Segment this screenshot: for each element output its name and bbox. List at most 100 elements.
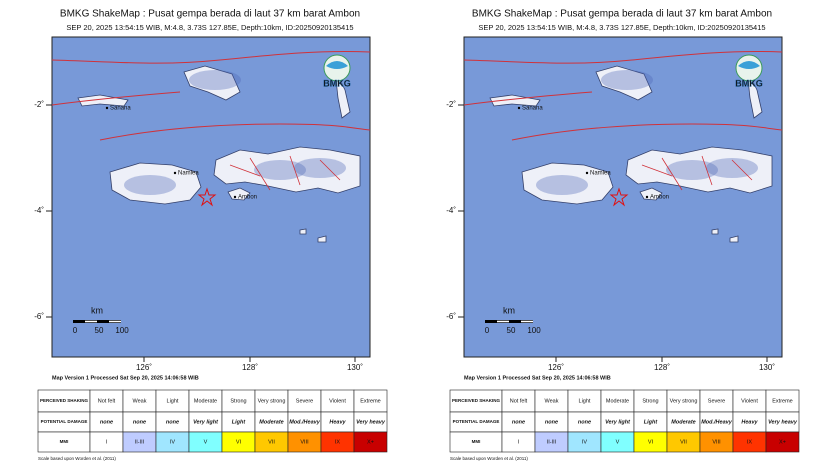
terrain	[124, 175, 176, 195]
legend-text: V	[204, 439, 208, 445]
legend-text: X+	[367, 439, 374, 445]
lon-label: 128˚	[654, 363, 670, 372]
logo-leaf	[738, 61, 760, 69]
legend-text: Moderate	[194, 398, 217, 404]
epicenter-star	[609, 187, 629, 207]
island	[489, 94, 541, 107]
scale-bar-seg	[109, 320, 121, 323]
lon-label: 130˚	[759, 363, 775, 372]
fault-line	[641, 155, 753, 191]
legend-text: I	[518, 439, 520, 445]
legend-text: Violent	[741, 398, 758, 404]
logo-leaf	[326, 61, 348, 69]
scale-unit: km	[91, 305, 103, 315]
legend-text: Heavy	[329, 419, 346, 425]
legend-text: Very light	[605, 419, 631, 425]
scale-tick: 0	[485, 326, 490, 335]
fault-line	[463, 50, 783, 64]
terrain	[294, 158, 346, 178]
island	[746, 69, 763, 119]
fault-line	[229, 155, 341, 191]
legend-text: MMI	[60, 439, 69, 444]
legend-text: VII	[680, 439, 687, 445]
legend-text: Severe	[708, 398, 725, 404]
legend-text: Violent	[329, 398, 346, 404]
legend-text: Light	[579, 398, 591, 404]
legend-text: Light	[167, 398, 179, 404]
place-dot	[105, 106, 109, 110]
legend-text: Strong	[642, 398, 658, 404]
legend-text: V	[616, 439, 620, 445]
island	[711, 228, 719, 235]
lat-label: -2˚	[34, 100, 44, 109]
legend-text: Weak	[133, 398, 147, 404]
island	[109, 162, 202, 205]
legend-text: Heavy	[741, 419, 758, 425]
scale-bar-seg	[497, 320, 509, 323]
lat-label: -6˚	[34, 312, 44, 321]
legend-text: Extreme	[360, 398, 380, 404]
legend-text: IV	[582, 439, 588, 445]
fault-line	[51, 50, 371, 64]
legend-text: Light	[232, 419, 247, 425]
legend-text: Mod./Heavy	[701, 419, 733, 425]
place-label: Namlea	[178, 171, 199, 177]
legend-text: Extreme	[772, 398, 792, 404]
legend-text: II-III	[547, 439, 557, 445]
shakemap-panel: BMKG ShakeMap : Pusat gempa berada di la…	[34, 9, 388, 461]
island	[183, 65, 241, 101]
legend-text: VI	[236, 439, 242, 445]
version-text: Map Version 1 Processed Sat Sep 20, 2025…	[464, 375, 611, 381]
place-label: Ambon	[650, 195, 669, 201]
island	[521, 162, 614, 205]
legend-text: I	[106, 439, 108, 445]
lon-label: 126˚	[548, 363, 564, 372]
place-dot	[645, 195, 649, 199]
legend-text: Strong	[230, 398, 246, 404]
lat-label: -2˚	[446, 100, 456, 109]
legend-text: VIII	[712, 439, 721, 445]
legend-text: Not felt	[510, 398, 528, 404]
map-title: BMKG ShakeMap : Pusat gempa berada di la…	[60, 9, 360, 20]
scale-tick: 100	[527, 326, 541, 335]
legend-text: Very strong	[258, 398, 286, 404]
legend-text: none	[166, 419, 179, 425]
island	[77, 94, 129, 107]
lon-label: 128˚	[242, 363, 258, 372]
place-label: Sanana	[110, 106, 131, 112]
lat-label: -4˚	[34, 206, 44, 215]
lat-label: -6˚	[446, 312, 456, 321]
footnote: Scale based upon Worden et al. (2011)	[38, 456, 116, 461]
lon-label: 126˚	[136, 363, 152, 372]
island	[595, 65, 653, 101]
logo-text: BMKG	[735, 78, 763, 88]
legend-text: PERCEIVED SHAKING	[452, 398, 501, 403]
legend-cell	[765, 431, 800, 453]
lat-label: -4˚	[446, 206, 456, 215]
scale-unit: km	[503, 305, 515, 315]
legend-text: none	[512, 419, 525, 425]
terrain	[706, 158, 758, 178]
fault-line	[99, 123, 371, 141]
legend-text: none	[133, 419, 146, 425]
legend-text: Light	[644, 419, 659, 425]
legend-text: none	[545, 419, 558, 425]
legend-cell	[353, 431, 388, 453]
scale-tick: 50	[507, 326, 516, 335]
legend-text: none	[100, 419, 113, 425]
place-label: Sanana	[522, 106, 543, 112]
terrain	[189, 70, 241, 90]
scale-bar-seg	[85, 320, 97, 323]
legend-text: Weak	[545, 398, 559, 404]
island	[299, 228, 307, 235]
legend-text: Very heavy	[768, 419, 798, 425]
fault-line	[463, 91, 593, 106]
island	[334, 69, 351, 119]
island	[729, 235, 739, 243]
scale-tick: 0	[73, 326, 78, 335]
legend-text: Moderate	[259, 419, 283, 425]
legend-text: POTENTIAL DAMAGE	[41, 419, 88, 424]
place-label: Ambon	[238, 195, 257, 201]
footnote: Scale based upon Worden et al. (2011)	[450, 456, 528, 461]
